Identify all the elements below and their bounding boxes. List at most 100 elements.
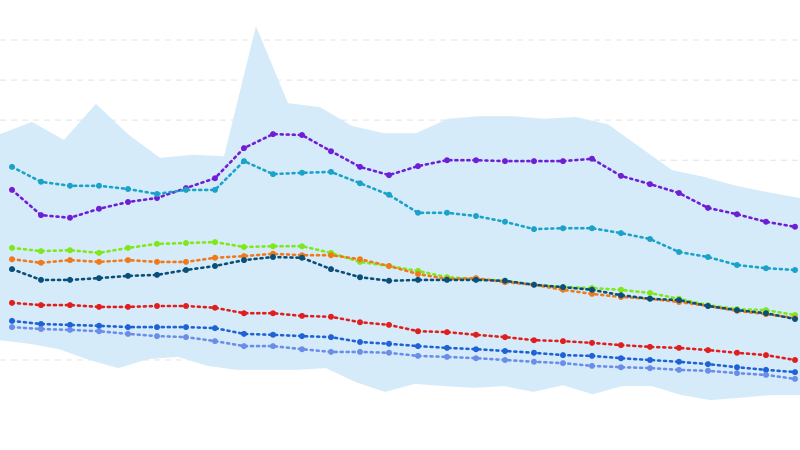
point-red-15 <box>444 329 450 336</box>
point-dark-blue-1 <box>38 276 44 283</box>
point-blue-3 <box>96 322 102 329</box>
point-teal-7 <box>212 186 218 193</box>
point-purple-25 <box>734 211 740 218</box>
point-teal-21 <box>618 230 624 237</box>
point-red-13 <box>386 321 392 328</box>
point-purple-1 <box>38 212 44 219</box>
point-red-5 <box>154 303 160 309</box>
point-teal-22 <box>647 236 653 242</box>
point-light-blue-16 <box>473 355 479 362</box>
point-red-4 <box>125 303 131 310</box>
point-lime-22 <box>647 290 653 296</box>
point-teal-23 <box>676 249 682 255</box>
point-orange-7 <box>212 254 218 261</box>
point-dark-blue-8 <box>241 257 247 264</box>
point-red-18 <box>531 337 537 344</box>
point-teal-10 <box>299 169 305 176</box>
point-dark-blue-4 <box>125 272 131 279</box>
point-blue-6 <box>183 324 189 331</box>
point-blue-15 <box>444 344 450 351</box>
point-teal-25 <box>734 262 740 268</box>
point-lime-21 <box>618 286 624 293</box>
point-light-blue-7 <box>212 338 218 345</box>
point-purple-9 <box>270 131 276 138</box>
point-orange-4 <box>125 257 131 264</box>
point-dark-blue-12 <box>357 274 363 281</box>
point-dark-blue-2 <box>67 276 73 283</box>
point-blue-14 <box>415 343 421 350</box>
point-purple-15 <box>444 157 450 164</box>
point-light-blue-9 <box>270 343 276 350</box>
point-blue-7 <box>212 325 218 332</box>
point-dark-blue-21 <box>618 292 624 299</box>
point-red-7 <box>212 304 218 311</box>
point-blue-4 <box>125 324 131 331</box>
series-line-blue <box>10 319 797 374</box>
point-blue-25 <box>734 364 740 371</box>
point-blue-9 <box>270 331 276 338</box>
point-dark-blue-26 <box>763 310 769 317</box>
point-blue-13 <box>386 340 392 347</box>
point-red-2 <box>67 302 73 309</box>
point-teal-2 <box>67 182 73 189</box>
point-purple-0 <box>9 186 15 193</box>
point-dark-blue-23 <box>676 297 682 304</box>
point-purple-24 <box>705 204 711 211</box>
series-line-teal <box>10 159 797 272</box>
point-dark-blue-22 <box>647 295 653 302</box>
point-red-19 <box>560 338 566 345</box>
point-light-blue-0 <box>9 324 15 331</box>
point-purple-3 <box>96 205 102 212</box>
point-purple-7 <box>212 175 218 182</box>
point-light-blue-11 <box>328 348 334 355</box>
point-blue-16 <box>473 346 479 353</box>
point-blue-18 <box>531 349 537 356</box>
point-red-22 <box>647 343 653 350</box>
point-lime-9 <box>270 243 276 250</box>
point-dark-blue-5 <box>154 271 160 278</box>
point-blue-17 <box>502 348 508 354</box>
point-blue-22 <box>647 357 653 363</box>
point-red-6 <box>183 303 189 309</box>
point-orange-12 <box>357 256 363 263</box>
point-purple-19 <box>560 158 566 165</box>
point-lime-7 <box>212 239 218 246</box>
point-red-11 <box>328 313 334 320</box>
point-purple-26 <box>763 218 769 225</box>
point-lime-1 <box>38 248 44 255</box>
point-light-blue-26 <box>763 371 769 378</box>
point-dark-blue-6 <box>183 267 189 273</box>
point-purple-23 <box>676 190 682 196</box>
point-light-blue-14 <box>415 352 421 359</box>
point-purple-16 <box>473 157 479 164</box>
point-blue-19 <box>560 352 566 359</box>
point-light-blue-23 <box>676 366 682 373</box>
point-orange-3 <box>96 258 102 265</box>
point-teal-9 <box>270 171 276 178</box>
point-light-blue-5 <box>154 333 160 340</box>
point-red-14 <box>415 328 421 335</box>
point-light-blue-20 <box>589 362 595 369</box>
point-dark-blue-16 <box>473 276 479 283</box>
point-dark-blue-9 <box>270 254 276 260</box>
point-dark-blue-14 <box>415 276 421 283</box>
point-purple-4 <box>125 199 131 205</box>
point-light-blue-24 <box>705 367 711 374</box>
point-purple-8 <box>241 145 247 152</box>
point-light-blue-8 <box>241 343 247 350</box>
point-light-blue-25 <box>734 370 740 377</box>
point-purple-14 <box>415 163 421 170</box>
point-light-blue-6 <box>183 334 189 341</box>
point-red-10 <box>299 312 305 319</box>
point-dark-blue-0 <box>9 266 15 273</box>
series-line-dark-blue <box>10 255 797 321</box>
point-orange-13 <box>386 263 392 269</box>
point-red-17 <box>502 334 508 341</box>
point-lime-3 <box>96 249 102 256</box>
point-teal-5 <box>154 191 160 197</box>
point-blue-24 <box>705 361 711 368</box>
series-line-light-blue <box>10 325 797 381</box>
point-orange-14 <box>415 271 421 277</box>
point-light-blue-4 <box>125 330 131 337</box>
point-lime-4 <box>125 244 131 251</box>
